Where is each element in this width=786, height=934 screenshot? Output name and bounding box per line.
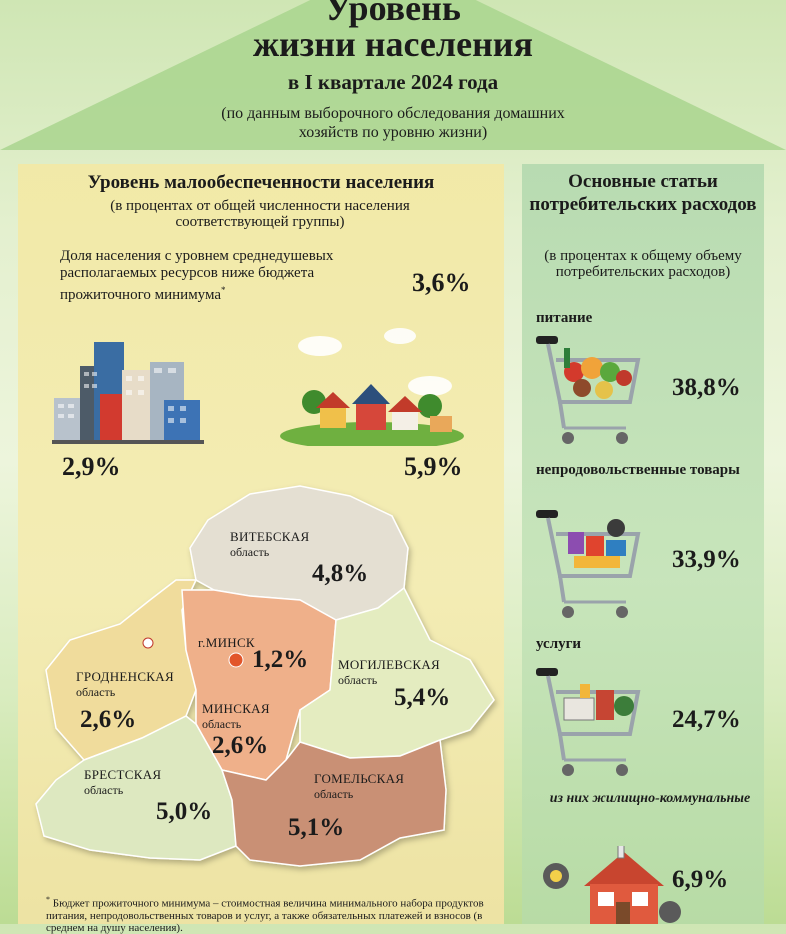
category-value-services: 24,7% xyxy=(672,706,741,733)
footnote-text: Бюджет прожиточного минимума – стоимостн… xyxy=(46,897,484,934)
village-houses-icon xyxy=(280,328,464,446)
region-name-mogilev: МОГИЛЕВСКАЯ xyxy=(338,657,440,672)
shopping-cart-icon xyxy=(536,336,641,444)
shopping-cart-icon xyxy=(536,510,641,618)
region-name-grodno: ГРОДНЕНСКАЯ xyxy=(76,669,174,684)
share-value: 3,6% xyxy=(412,268,471,297)
region-value-grodno: 2,6% xyxy=(80,706,137,733)
expenses-title: Основные статьи потребительских расходов xyxy=(529,171,757,215)
share-text: Доля населения с уровнем среднедушевых р… xyxy=(60,248,334,303)
expenses-panel xyxy=(522,164,764,924)
urban-value: 2,9% xyxy=(62,452,121,481)
region-name-minsk-oblast: МИНСКАЯ xyxy=(202,701,270,716)
region-sub-grodno: область xyxy=(76,685,116,699)
utilities-label: из них жилищно-коммунальные xyxy=(549,791,751,806)
region-sub-vitebsk: область xyxy=(230,545,270,559)
region-brest[interactable] xyxy=(35,715,237,861)
region-value-gomel: 5,1% xyxy=(288,814,345,841)
region-sub-minsk-oblast: область xyxy=(202,717,242,731)
expenses-subtitle: (в процентах к общему объему потребитель… xyxy=(544,248,742,280)
house-utilities-icon xyxy=(543,846,681,924)
page-title-line2: жизни населения xyxy=(252,24,534,64)
region-name-brest: БРЕСТСКАЯ xyxy=(84,767,162,782)
region-name-vitebsk: ВИТЕБСКАЯ xyxy=(230,529,310,544)
category-label-food: питание xyxy=(536,310,593,326)
region-gomel[interactable] xyxy=(220,738,447,867)
category-value-nonfood: 33,9% xyxy=(672,546,741,573)
region-value-minsk-city: 1,2% xyxy=(252,646,309,673)
utilities-value: 6,9% xyxy=(672,866,729,893)
period-subtitle: в I квартале 2024 года xyxy=(287,70,499,94)
poverty-title: Уровень малообеспеченности населения xyxy=(87,172,435,193)
shopping-cart-icon xyxy=(536,668,641,776)
region-value-brest: 5,0% xyxy=(156,798,213,825)
region-value-vitebsk: 4,8% xyxy=(312,560,369,587)
region-sub-brest: область xyxy=(84,783,124,797)
rural-value: 5,9% xyxy=(404,452,463,481)
category-label-nonfood: непродовольственные товары xyxy=(536,462,740,478)
footnote-marker: * xyxy=(46,895,50,904)
region-name-minsk-city: г.МИНСК xyxy=(198,635,255,650)
region-mogilev[interactable] xyxy=(299,586,495,759)
source-note: (по данным выборочного обследования дома… xyxy=(221,105,565,141)
share-footnote-marker: * xyxy=(221,285,226,295)
region-sub-gomel: область xyxy=(314,787,354,801)
category-value-food: 38,8% xyxy=(672,374,741,401)
region-sub-mogilev: область xyxy=(338,673,378,687)
roof-shape xyxy=(0,0,786,150)
poverty-subtitle: (в процентах от общей численности населе… xyxy=(110,198,410,230)
region-value-minsk-oblast: 2,6% xyxy=(212,732,269,759)
city-buildings-icon xyxy=(52,342,204,444)
category-label-services: услуги xyxy=(536,636,582,652)
region-minsk-oblast[interactable] xyxy=(181,589,337,781)
share-description: Доля населения с уровнем среднедушевых р… xyxy=(60,248,400,304)
footnote: * Бюджет прожиточного минимума – стоимос… xyxy=(46,894,486,934)
region-name-gomel: ГОМЕЛЬСКАЯ xyxy=(314,771,405,786)
region-value-mogilev: 5,4% xyxy=(394,684,451,711)
page-title: Уровень xyxy=(325,0,461,28)
